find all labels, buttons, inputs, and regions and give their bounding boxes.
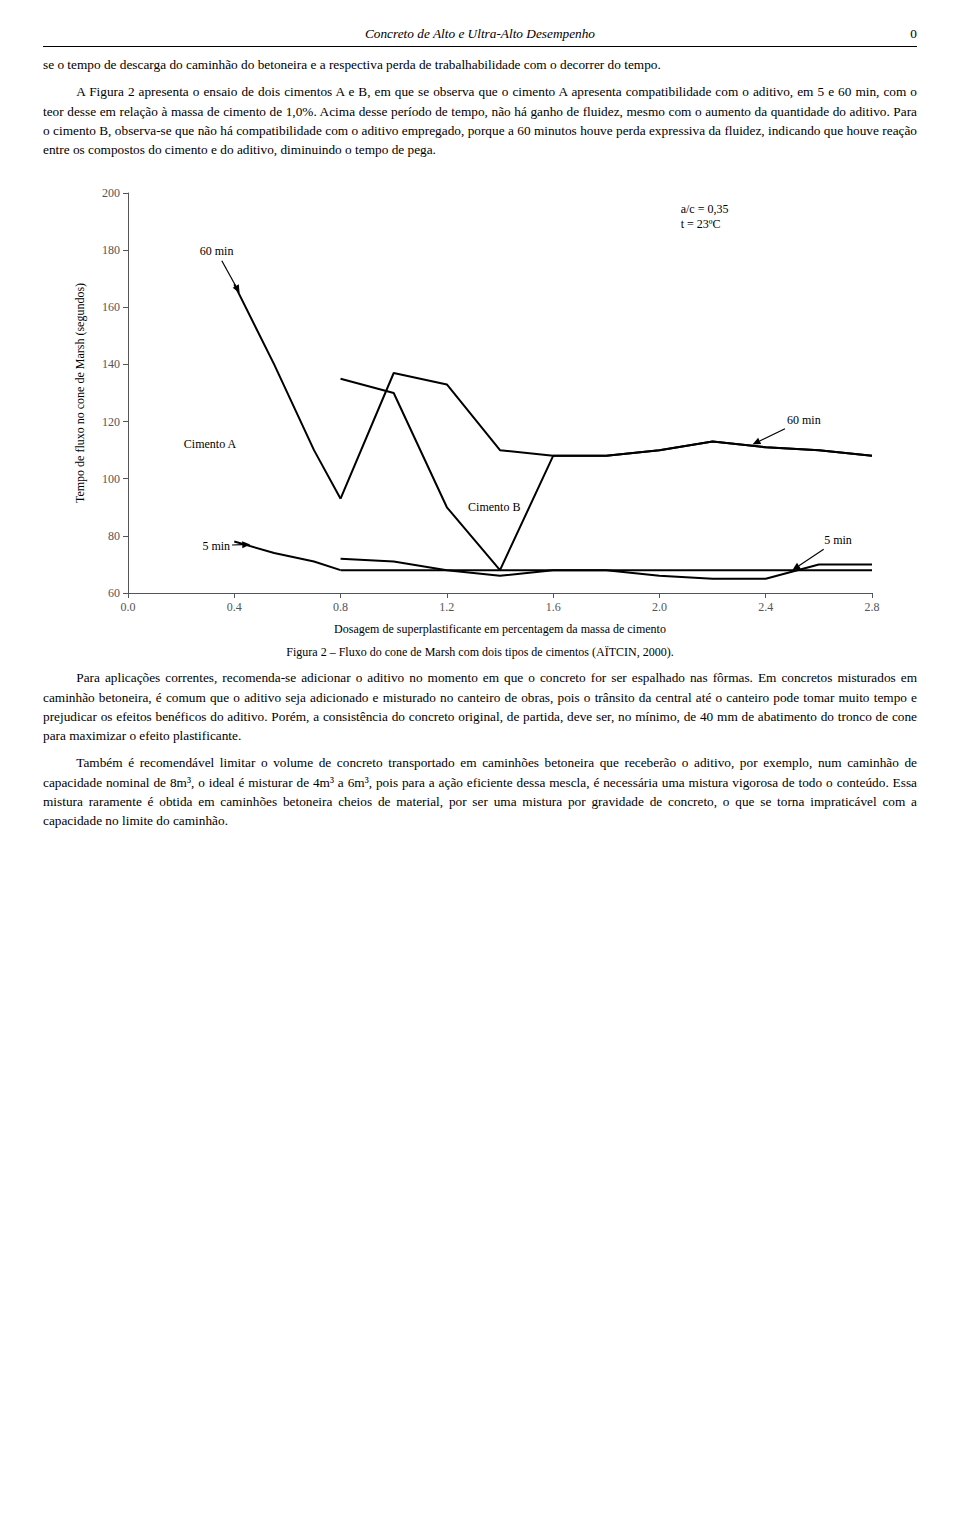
svg-text:0.8: 0.8 [333,600,348,614]
svg-text:t = 23ºC: t = 23ºC [681,217,721,231]
svg-text:1.6: 1.6 [546,600,561,614]
html-text:Para aplicações correntes, rec: Para aplicações correntes, recomenda-se … [43,670,917,744]
svg-text:Dosagem de superplastificante: Dosagem de superplastificante em percent… [334,622,666,636]
svg-text:60: 60 [108,586,120,600]
svg-text:5 min: 5 min [202,539,230,553]
svg-text:60 min: 60 min [787,413,821,427]
html-text:se o tempo de descarga do cami: se o tempo de descarga do caminhão do be… [43,57,661,72]
svg-text:100: 100 [102,472,120,486]
svg-text:60 min: 60 min [200,245,234,259]
svg-text:0.4: 0.4 [227,600,242,614]
svg-text:160: 160 [102,301,120,315]
svg-text:Cimento B: Cimento B [468,501,520,515]
svg-text:200: 200 [102,186,120,200]
svg-text:140: 140 [102,358,120,372]
svg-text:2.4: 2.4 [758,600,773,614]
svg-text:5 min: 5 min [824,533,852,547]
html-text:Concreto de Alto e Ultra-Alto: Concreto de Alto e Ultra-Alto Desempenho [365,26,595,41]
svg-text:2.0: 2.0 [652,600,667,614]
svg-text:0.0: 0.0 [121,600,136,614]
svg-text:120: 120 [102,415,120,429]
html-text:A Figura 2 apresenta o ensaio: A Figura 2 apresenta o ensaio de dois ci… [43,84,917,158]
svg-text:Cimento A: Cimento A [184,438,237,452]
svg-text:Tempo de fluxo no cone de Mars: Tempo de fluxo no cone de Marsh (segundo… [73,283,87,503]
svg-text:1.2: 1.2 [439,600,454,614]
html-text:Figura 2 – Fluxo do cone de Ma: Figura 2 – Fluxo do cone de Marsh com do… [286,645,674,660]
svg-text:180: 180 [102,243,120,257]
svg-text:80: 80 [108,529,120,543]
svg-text:2.8: 2.8 [865,600,880,614]
html-text:0: 0 [910,26,917,41]
html-text:Também é recomendável limitar: Também é recomendável limitar o volume d… [43,755,917,829]
svg-text:a/c = 0,35: a/c = 0,35 [681,202,729,216]
